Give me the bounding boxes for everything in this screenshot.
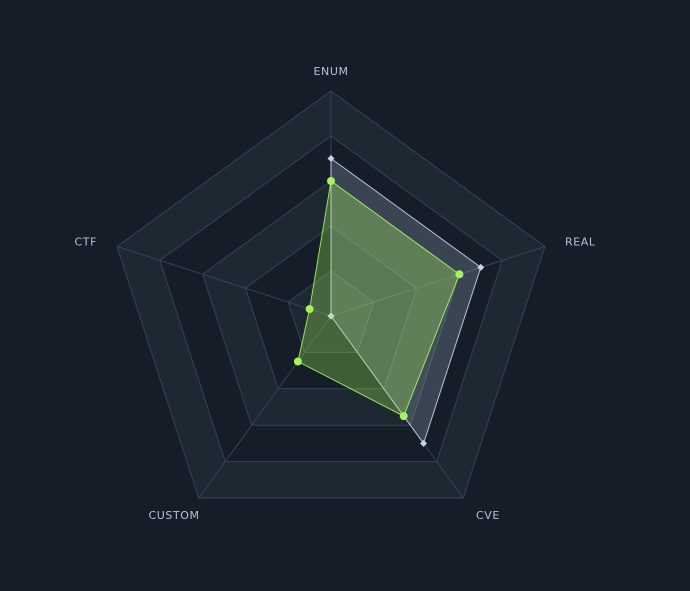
spoke-real [330, 245, 546, 317]
series-1-point-real [455, 270, 464, 279]
series-0-point-real [477, 263, 485, 271]
series-1 [293, 177, 464, 421]
series-1-point-cve [399, 412, 408, 421]
axis-label-real: REAL [565, 235, 596, 248]
series-1-point-enum [327, 177, 335, 185]
series-1-area [297, 180, 460, 417]
axis-label-custom: CUSTOM [148, 509, 199, 522]
radar-series-layer [293, 155, 485, 447]
axis-labels: ENUM REAL CVE CUSTOM CTF [74, 65, 595, 522]
series-1-point-ctf [305, 305, 314, 314]
spoke-custom [198, 315, 332, 499]
axis-label-ctf: CTF [74, 235, 97, 248]
axis-label-cve: CVE [476, 509, 500, 522]
series-1-point-custom [293, 357, 302, 366]
series-0-point-ctf [327, 312, 335, 320]
series-0-point-enum [327, 155, 335, 162]
spoke-ctf [116, 245, 332, 317]
axis-label-enum: ENUM [313, 65, 348, 78]
series-0 [327, 155, 485, 447]
series-0-point-cve [420, 439, 428, 447]
